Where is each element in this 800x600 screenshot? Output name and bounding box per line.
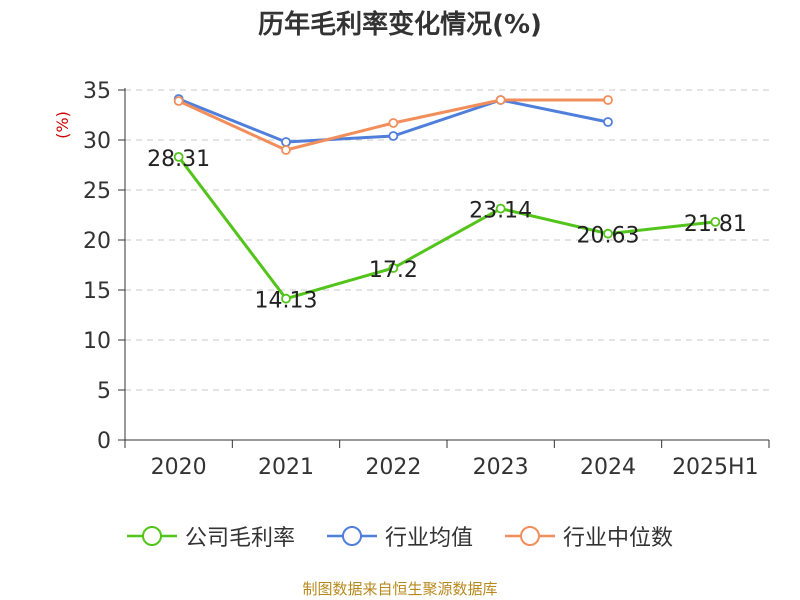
legend-circle — [341, 526, 362, 546]
y-tick-label: 15 — [83, 279, 111, 304]
x-tick-label: 2021 — [258, 455, 314, 480]
data-point — [495, 95, 506, 105]
y-tick-label: 10 — [83, 329, 111, 354]
legend: 公司毛利率 行业均值 行业中位数 — [0, 520, 800, 552]
legend-circle — [141, 526, 162, 546]
legend-marker-icon — [505, 526, 555, 546]
data-point — [281, 137, 291, 147]
x-tick-label: 2023 — [473, 455, 529, 480]
series-lines — [173, 94, 721, 304]
y-tick-label: 30 — [83, 129, 111, 154]
x-tick-label: 2025H1 — [672, 455, 759, 480]
data-point — [173, 151, 184, 162]
chart-title: 历年毛利率变化情况(%) — [258, 10, 542, 40]
data-point — [710, 216, 721, 227]
data-label: 23.14 — [469, 199, 532, 224]
x-tick-label: 2020 — [151, 455, 207, 480]
data-point — [388, 118, 399, 128]
legend-marker-icon — [126, 526, 177, 546]
data-label: 28.31 — [147, 147, 210, 172]
y-axis-label: (%) — [53, 111, 72, 139]
y-tick-label: 20 — [83, 229, 111, 254]
legend-circle — [520, 526, 540, 546]
data-label: 20.63 — [577, 224, 640, 249]
legend-label: 行业中位数 — [563, 526, 674, 551]
data-point — [603, 228, 613, 239]
series-line — [177, 155, 716, 301]
data-label: 21.81 — [684, 212, 747, 237]
legend-label: 公司毛利率 — [184, 526, 295, 551]
legend-item[interactable]: 行业均值 — [326, 520, 473, 552]
legend-item[interactable]: 行业中位数 — [505, 520, 673, 552]
data-point — [173, 96, 184, 106]
line-chart: 0 5 10 15 20 25 30 35 2020 2021 2022 2023 2024 2025H1… — [53, 79, 770, 480]
data-point — [603, 95, 613, 105]
data-label: 14.13 — [255, 289, 318, 314]
data-point — [603, 117, 613, 127]
legend-label: 行业均值 — [384, 526, 473, 551]
legend-marker-icon — [326, 526, 377, 546]
data-point — [281, 293, 291, 304]
legend-item[interactable]: 公司毛利率 — [126, 520, 295, 552]
axes: 0 5 10 15 20 25 30 35 2020 2021 2022 2023 2024 2025H1 — [83, 79, 770, 480]
data-point — [388, 263, 399, 273]
data-point — [388, 131, 399, 141]
data-label: 17.2 — [369, 258, 418, 283]
y-tick-label: 5 — [97, 379, 111, 404]
y-tick-label: 25 — [83, 179, 111, 204]
data-source-note: 制图数据来自恒生聚源数据库 — [302, 580, 498, 598]
x-tick-label: 2024 — [580, 455, 636, 480]
data-point — [281, 145, 291, 155]
x-tick-label: 2022 — [365, 455, 421, 480]
y-tick-label: 0 — [97, 429, 111, 454]
data-point — [495, 203, 506, 214]
data-labels: 28.31 14.13 17.2 23.14 20.63 21.81 — [147, 147, 747, 314]
y-tick-label: 35 — [83, 79, 111, 104]
